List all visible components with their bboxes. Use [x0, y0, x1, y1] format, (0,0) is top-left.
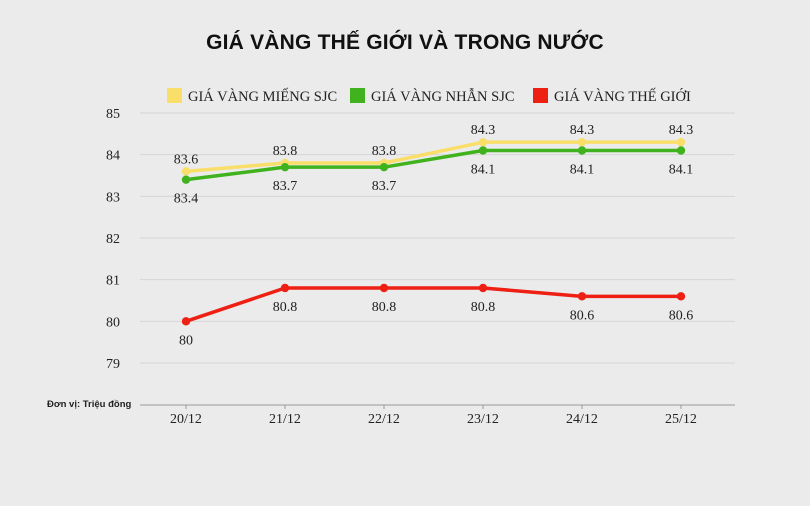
series-line	[184, 140, 683, 174]
data-label: 80.6	[669, 308, 694, 323]
data-label: 83.4	[174, 192, 199, 207]
legend-label: GIÁ VÀNG THẾ GIỚI	[554, 88, 691, 105]
x-tick-label: 20/12	[170, 412, 202, 427]
data-point	[181, 175, 191, 184]
series	[181, 137, 686, 326]
data-point	[280, 162, 290, 172]
data-label: 80.8	[471, 300, 496, 315]
data-label: 80.6	[570, 308, 595, 323]
legend-swatch	[350, 88, 365, 103]
data-label: 80.8	[273, 300, 298, 315]
data-label: 83.8	[372, 144, 397, 159]
data-labels: 83.6 83.8 83.8 84.3 84.3 84.3 83.4 83.7 83.7 84.1…	[174, 123, 694, 348]
y-tick-label: 83	[106, 190, 120, 205]
y-tick-label: 82	[106, 232, 120, 247]
unit-note: Đơn vị: Triệu đồng	[47, 399, 132, 410]
data-label: 84.3	[471, 123, 496, 138]
y-tick-label: 84	[106, 149, 120, 164]
data-point	[478, 137, 488, 147]
data-label: 84.1	[471, 163, 496, 178]
data-point	[577, 137, 587, 147]
data-point	[379, 283, 389, 293]
data-point	[676, 146, 686, 155]
data-label: 84.3	[570, 123, 595, 138]
x-tick-label: 23/12	[467, 412, 499, 427]
x-tick-label: 25/12	[665, 412, 697, 427]
data-label: 84.1	[669, 163, 694, 178]
legend-swatch	[167, 88, 182, 103]
legend: GIÁ VÀNG MIẾNG SJC GIÁ VÀNG NHẪN SJC GIÁ V…	[167, 87, 691, 105]
axes: 79 80 81 82 83 84 85 20/12 21/12 22/12 23/12 24/12 2…	[106, 107, 735, 427]
data-label: 84.1	[570, 163, 595, 178]
y-tick-label: 80	[106, 315, 120, 330]
data-label: 80.8	[372, 300, 397, 315]
series-line	[184, 148, 683, 182]
data-point	[379, 162, 389, 172]
data-label: 83.6	[174, 152, 199, 167]
data-point	[676, 292, 686, 301]
data-label: 83.7	[273, 179, 298, 194]
data-point	[478, 146, 488, 155]
data-label: 80	[179, 333, 193, 348]
series-line	[184, 286, 683, 324]
data-label: 84.3	[669, 123, 694, 138]
data-point	[280, 283, 290, 293]
x-tick-label: 24/12	[566, 412, 598, 427]
legend-label: GIÁ VÀNG NHẪN SJC	[371, 87, 515, 105]
data-label: 83.7	[372, 179, 397, 194]
data-point	[181, 317, 191, 326]
data-point	[478, 283, 488, 293]
y-tick-label: 81	[106, 274, 120, 289]
data-label: 83.8	[273, 144, 298, 159]
chart-title: GIÁ VÀNG THẾ GIỚI VÀ TRONG NƯỚC	[206, 31, 604, 54]
y-tick-label: 79	[106, 357, 120, 372]
x-tick-label: 21/12	[269, 412, 301, 427]
data-point	[577, 292, 587, 301]
data-point	[181, 167, 191, 176]
grid-lines	[140, 112, 735, 364]
x-tick-label: 22/12	[368, 412, 400, 427]
data-point	[577, 146, 587, 155]
legend-swatch	[533, 88, 548, 103]
legend-label: GIÁ VÀNG MIẾNG SJC	[188, 88, 337, 105]
y-tick-label: 85	[106, 107, 120, 122]
data-point	[676, 137, 686, 147]
